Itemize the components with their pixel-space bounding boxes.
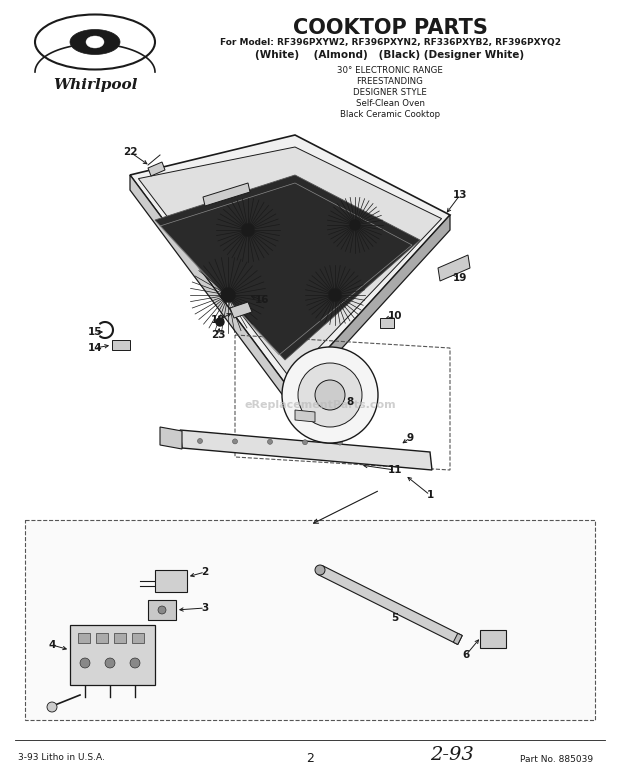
Text: 2-93: 2-93 bbox=[430, 746, 474, 764]
Polygon shape bbox=[160, 427, 182, 449]
Polygon shape bbox=[453, 633, 463, 644]
Circle shape bbox=[158, 606, 166, 614]
Polygon shape bbox=[130, 175, 290, 405]
FancyBboxPatch shape bbox=[96, 633, 108, 643]
FancyBboxPatch shape bbox=[380, 318, 394, 328]
FancyBboxPatch shape bbox=[148, 600, 176, 620]
Circle shape bbox=[232, 439, 237, 444]
Text: 4: 4 bbox=[48, 640, 56, 650]
Circle shape bbox=[221, 288, 235, 302]
FancyBboxPatch shape bbox=[112, 340, 130, 350]
Text: Part No. 885039: Part No. 885039 bbox=[520, 756, 593, 764]
FancyBboxPatch shape bbox=[25, 520, 595, 720]
Polygon shape bbox=[180, 430, 432, 470]
Text: COOKTOP PARTS: COOKTOP PARTS bbox=[293, 18, 487, 38]
Circle shape bbox=[282, 347, 378, 443]
Text: FREESTANDING: FREESTANDING bbox=[356, 77, 423, 86]
Text: (White)    (Almond)   (Black) (Designer White): (White) (Almond) (Black) (Designer White… bbox=[255, 50, 525, 60]
Circle shape bbox=[315, 565, 325, 575]
Polygon shape bbox=[138, 147, 441, 378]
Text: 30° ELECTRONIC RANGE: 30° ELECTRONIC RANGE bbox=[337, 66, 443, 75]
Text: 11: 11 bbox=[388, 465, 402, 475]
Circle shape bbox=[329, 289, 341, 301]
Text: 13: 13 bbox=[453, 190, 467, 200]
Circle shape bbox=[315, 380, 345, 410]
Text: Self-Clean Oven: Self-Clean Oven bbox=[355, 99, 425, 108]
Circle shape bbox=[47, 702, 57, 712]
Text: For Model: RF396PXYW2, RF396PXYN2, RF336PXYB2, RF396PXYQ2: For Model: RF396PXYW2, RF396PXYN2, RF336… bbox=[219, 38, 560, 47]
Text: 1: 1 bbox=[427, 490, 433, 500]
Ellipse shape bbox=[70, 30, 120, 55]
FancyBboxPatch shape bbox=[78, 633, 90, 643]
Text: 3-93 Litho in U.S.A.: 3-93 Litho in U.S.A. bbox=[18, 753, 105, 763]
Circle shape bbox=[350, 220, 360, 230]
Ellipse shape bbox=[86, 36, 104, 48]
Text: 18: 18 bbox=[211, 315, 225, 325]
Text: eReplacementParts.com: eReplacementParts.com bbox=[244, 400, 396, 410]
Text: DESIGNER STYLE: DESIGNER STYLE bbox=[353, 88, 427, 97]
Polygon shape bbox=[318, 566, 463, 644]
Polygon shape bbox=[295, 410, 315, 422]
Circle shape bbox=[303, 440, 308, 445]
Text: 10: 10 bbox=[388, 311, 402, 321]
Circle shape bbox=[105, 658, 115, 668]
FancyBboxPatch shape bbox=[132, 633, 144, 643]
Circle shape bbox=[267, 439, 273, 445]
Text: 23: 23 bbox=[211, 330, 225, 340]
Circle shape bbox=[198, 438, 203, 444]
Circle shape bbox=[298, 363, 362, 427]
Circle shape bbox=[130, 658, 140, 668]
Circle shape bbox=[80, 658, 90, 668]
Text: 14: 14 bbox=[87, 343, 102, 353]
Polygon shape bbox=[148, 162, 165, 176]
FancyBboxPatch shape bbox=[114, 633, 126, 643]
Text: 8: 8 bbox=[347, 397, 353, 407]
Text: 3: 3 bbox=[202, 603, 208, 613]
Text: Whirlpool: Whirlpool bbox=[53, 78, 137, 92]
Polygon shape bbox=[130, 135, 450, 390]
Circle shape bbox=[216, 318, 224, 326]
Text: 22: 22 bbox=[123, 147, 137, 157]
Text: 5: 5 bbox=[391, 613, 399, 623]
Polygon shape bbox=[203, 183, 250, 206]
Circle shape bbox=[337, 440, 342, 445]
Text: Black Ceramic Cooktop: Black Ceramic Cooktop bbox=[340, 110, 440, 119]
Polygon shape bbox=[155, 175, 420, 360]
Polygon shape bbox=[230, 302, 252, 318]
Text: 9: 9 bbox=[407, 433, 414, 443]
Circle shape bbox=[242, 224, 254, 236]
Text: 15: 15 bbox=[88, 327, 102, 337]
Polygon shape bbox=[290, 215, 450, 405]
Text: 6: 6 bbox=[463, 650, 469, 660]
Polygon shape bbox=[438, 255, 470, 281]
Text: 2: 2 bbox=[306, 751, 314, 764]
FancyBboxPatch shape bbox=[70, 625, 155, 685]
Text: 16: 16 bbox=[255, 295, 269, 305]
Text: 19: 19 bbox=[453, 273, 467, 283]
FancyBboxPatch shape bbox=[480, 630, 506, 648]
Text: 2: 2 bbox=[202, 567, 208, 577]
FancyBboxPatch shape bbox=[155, 570, 187, 592]
